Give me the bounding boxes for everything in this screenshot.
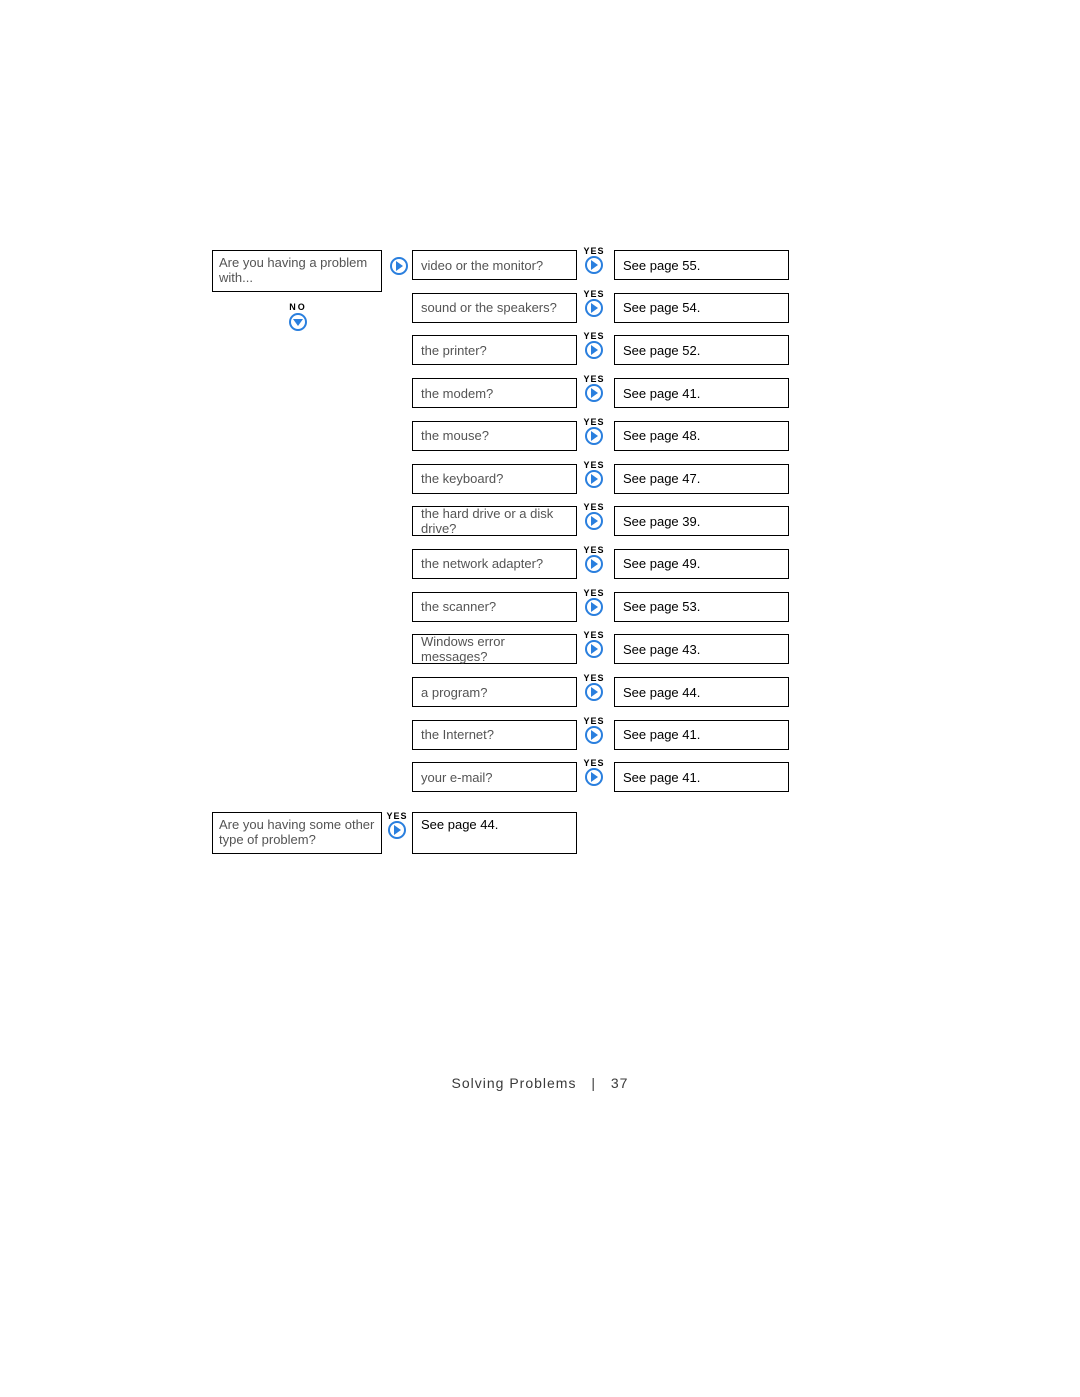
arrow-right-yes: YES	[582, 759, 606, 786]
arrow-right-final: YES	[385, 812, 409, 839]
yes-label: YES	[582, 631, 606, 640]
arrow-right-icon	[585, 427, 603, 445]
question-item: the mouse?	[412, 421, 577, 451]
yes-label: YES	[582, 332, 606, 341]
yes-label: YES	[582, 375, 606, 384]
yes-label: YES	[582, 759, 606, 768]
yes-label: YES	[582, 247, 606, 256]
question-item: the network adapter?	[412, 549, 577, 579]
arrow-right-icon	[585, 683, 603, 701]
yes-label: YES	[582, 717, 606, 726]
question-item: the printer?	[412, 335, 577, 365]
yes-label: YES	[582, 290, 606, 299]
question-item: sound or the speakers?	[412, 293, 577, 323]
arrow-right-icon	[585, 256, 603, 274]
question-item: the modem?	[412, 378, 577, 408]
answer-item: See page 53.	[614, 592, 789, 622]
answer-item: See page 48.	[614, 421, 789, 451]
arrow-right-yes: YES	[582, 546, 606, 573]
arrow-right-icon	[390, 257, 408, 275]
arrow-down-no: NO	[286, 302, 310, 336]
footer-page-number: 37	[611, 1075, 629, 1091]
footer-section: Solving Problems	[452, 1075, 577, 1091]
arrow-right-yes: YES	[582, 503, 606, 530]
yes-label: YES	[582, 418, 606, 427]
yes-label: YES	[582, 461, 606, 470]
yes-label: YES	[582, 589, 606, 598]
arrow-down-icon	[289, 313, 307, 331]
answer-item: See page 55.	[614, 250, 789, 280]
arrow-right-yes: YES	[582, 418, 606, 445]
footer-separator: |	[591, 1075, 596, 1091]
answer-item: See page 39.	[614, 506, 789, 536]
arrow-right-yes: YES	[582, 461, 606, 488]
question-item: the hard drive or a disk drive?	[412, 506, 577, 536]
arrow-right-yes: YES	[582, 247, 606, 274]
answer-item: See page 54.	[614, 293, 789, 323]
answer-item: See page 52.	[614, 335, 789, 365]
answer-item: See page 41.	[614, 762, 789, 792]
arrow-right-yes: YES	[582, 589, 606, 616]
question-item: the keyboard?	[412, 464, 577, 494]
arrow-right-icon	[585, 341, 603, 359]
answer-item: See page 47.	[614, 464, 789, 494]
question-item: your e-mail?	[412, 762, 577, 792]
answer-item: See page 41.	[614, 378, 789, 408]
yes-label-final: YES	[385, 812, 409, 821]
arrow-right-yes: YES	[582, 631, 606, 658]
question-item: a program?	[412, 677, 577, 707]
arrow-right-yes: YES	[582, 332, 606, 359]
arrow-right-icon	[585, 555, 603, 573]
question-final-other: Are you having some other type of proble…	[212, 812, 382, 854]
yes-label: YES	[582, 546, 606, 555]
arrow-right-icon	[585, 384, 603, 402]
arrow-right-icon	[585, 640, 603, 658]
page-footer: Solving Problems | 37	[0, 1075, 1080, 1091]
arrow-right-initial	[387, 257, 411, 275]
question-item: Windows error messages?	[412, 634, 577, 664]
arrow-right-icon	[585, 598, 603, 616]
answer-final-other: See page 44.	[412, 812, 577, 854]
yes-label: YES	[582, 503, 606, 512]
arrow-right-icon	[585, 299, 603, 317]
arrow-right-icon	[585, 470, 603, 488]
answer-item: See page 49.	[614, 549, 789, 579]
question-item: the Internet?	[412, 720, 577, 750]
arrow-right-icon	[585, 726, 603, 744]
arrow-right-yes: YES	[582, 290, 606, 317]
page-container: Are you having a problem with... NO vide…	[0, 0, 1080, 1397]
answer-item: See page 44.	[614, 677, 789, 707]
arrow-right-icon	[585, 768, 603, 786]
answer-item: See page 43.	[614, 634, 789, 664]
arrow-right-yes: YES	[582, 717, 606, 744]
arrow-right-yes: YES	[582, 674, 606, 701]
arrow-right-yes: YES	[582, 375, 606, 402]
yes-label: YES	[582, 674, 606, 683]
no-label: NO	[286, 302, 310, 312]
question-item: video or the monitor?	[412, 250, 577, 280]
question-item: the scanner?	[412, 592, 577, 622]
arrow-right-icon	[388, 821, 406, 839]
arrow-right-icon	[585, 512, 603, 530]
question-initial: Are you having a problem with...	[212, 250, 382, 292]
answer-item: See page 41.	[614, 720, 789, 750]
